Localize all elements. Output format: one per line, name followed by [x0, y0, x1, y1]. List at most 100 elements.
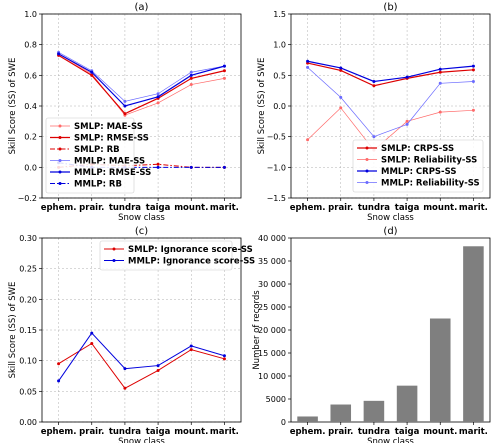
series-line: [307, 60, 474, 83]
data-point: [123, 112, 127, 116]
y-tick-label: 0.10: [19, 357, 37, 366]
legend-marker: [58, 136, 62, 139]
data-point: [438, 70, 442, 74]
bar-marit: [463, 246, 484, 422]
series-line: [58, 52, 225, 102]
data-point: [339, 95, 343, 99]
data-point: [222, 354, 226, 358]
legend-entry: SMLP: Reliability-SS: [381, 156, 477, 166]
series-line: [58, 162, 225, 168]
legend-entry: SMLP: CRPS-SS: [381, 144, 454, 154]
legend-box: [45, 117, 135, 194]
legend-marker: [58, 147, 62, 151]
y-tick-label: 10 000: [258, 372, 286, 381]
bar-prair: [330, 404, 352, 422]
data-point: [372, 79, 376, 83]
y-tick-label: 35 000: [258, 257, 286, 266]
data-point: [156, 162, 160, 166]
y-tick-label: 15 000: [258, 349, 286, 358]
y-tick-label: 0.15: [19, 326, 37, 335]
x-tick-label: prair.: [79, 203, 104, 213]
x-axis-label: Snow class: [118, 437, 165, 443]
plot-frame: [290, 237, 491, 423]
data-point: [471, 79, 475, 83]
data-point: [405, 75, 409, 79]
data-point: [189, 348, 193, 352]
data-point: [372, 135, 376, 139]
legend-marker: [58, 182, 62, 185]
y-tick-label: 0.5: [273, 71, 286, 80]
data-point: [438, 81, 442, 85]
data-point: [405, 122, 409, 126]
y-tick-label: 0.8: [24, 41, 37, 50]
panel-a: −0.2 0.0 0.2 0.4 0.6 0.8 1.0 ephem. prair. tundra…: [8, 2, 242, 223]
x-tick-label: tundra: [358, 203, 390, 213]
x-tick-label: marit.: [210, 427, 239, 437]
legend-marker: [365, 181, 369, 184]
y-tick-label: 40 000: [258, 234, 286, 243]
data-point: [339, 66, 343, 70]
legend-entry: MMLP: Ignorance score-SS: [128, 257, 255, 267]
series-line: [307, 67, 474, 138]
panel-b: −1.5 −1.0 −0.5 0.0 0.5 1.0 1.5 ephem. prair. tund…: [257, 2, 491, 223]
data-point: [222, 69, 226, 73]
legend-entry: MMLP: MAE-SS: [74, 157, 145, 167]
data-point: [405, 119, 409, 123]
data-point: [372, 84, 376, 88]
y-tick-label: 0.30: [19, 234, 37, 243]
y-tick-label: 0.25: [19, 265, 37, 274]
data-point: [189, 70, 193, 74]
x-axis-label: Snow class: [118, 213, 165, 223]
y-tick-label: 5000: [266, 395, 286, 404]
legend-entry: MMLP: Reliability-SS: [381, 179, 480, 189]
x-tick-label: mount.: [423, 427, 457, 437]
data-point: [156, 364, 160, 368]
bar-mount: [429, 318, 451, 422]
x-tick-label: ephem.: [290, 427, 326, 437]
x-axis-label: Snow class: [367, 437, 414, 443]
x-tick-label: marit.: [459, 427, 488, 437]
panel-c: 0.00 0.05 0.10 0.15 0.20 0.25 0.30 ephem. prair.…: [8, 226, 255, 443]
data-point: [156, 165, 160, 169]
data-point: [189, 73, 193, 77]
y-axis-label: Skill Score (SS) of SWE: [257, 58, 267, 155]
x-tick-label: ephem.: [290, 203, 326, 213]
y-tick-label: 0.20: [19, 295, 37, 304]
x-tick-label: prair.: [328, 203, 353, 213]
legend-box: [99, 240, 233, 271]
data-point: [90, 331, 94, 335]
y-tick-label: 1.0: [273, 41, 286, 50]
data-point: [90, 341, 94, 345]
panel-title: (c): [135, 226, 148, 237]
data-point: [189, 76, 193, 80]
x-tick-label: mount.: [174, 203, 208, 213]
x-tick-label: marit.: [210, 203, 239, 213]
y-tick-label: −1.0: [267, 163, 286, 172]
data-point: [438, 110, 442, 114]
y-axis-label: Skill Score (SS) of SWE: [8, 58, 18, 155]
bar-tundra: [363, 400, 385, 422]
y-tick-label: 0.4: [24, 102, 37, 111]
x-tick-label: tundra: [109, 203, 141, 213]
legend-entry: MMLP: RB: [74, 180, 122, 190]
legend-entry: SMLP: RMSE-SS: [74, 134, 149, 144]
legend-marker: [112, 259, 116, 262]
series-line: [58, 342, 225, 389]
y-tick-label: −1.5: [267, 194, 286, 203]
data-point: [90, 73, 94, 77]
series-line: [58, 332, 225, 382]
data-point: [339, 106, 343, 110]
x-tick-label: taiga: [395, 427, 420, 437]
y-tick-label: 1.0: [24, 10, 37, 19]
series-line: [307, 62, 474, 87]
data-point: [438, 67, 442, 71]
series-line: [58, 53, 225, 116]
bar-ephem: [297, 416, 318, 422]
x-tick-label: marit.: [459, 203, 488, 213]
legend-entry: MMLP: RMSE-SS: [74, 168, 151, 178]
y-tick-label: 25 000: [258, 303, 286, 312]
panel-d: 0 5000 10 000 15 000 20 000 25 000 30 000 35 00…: [252, 226, 491, 443]
